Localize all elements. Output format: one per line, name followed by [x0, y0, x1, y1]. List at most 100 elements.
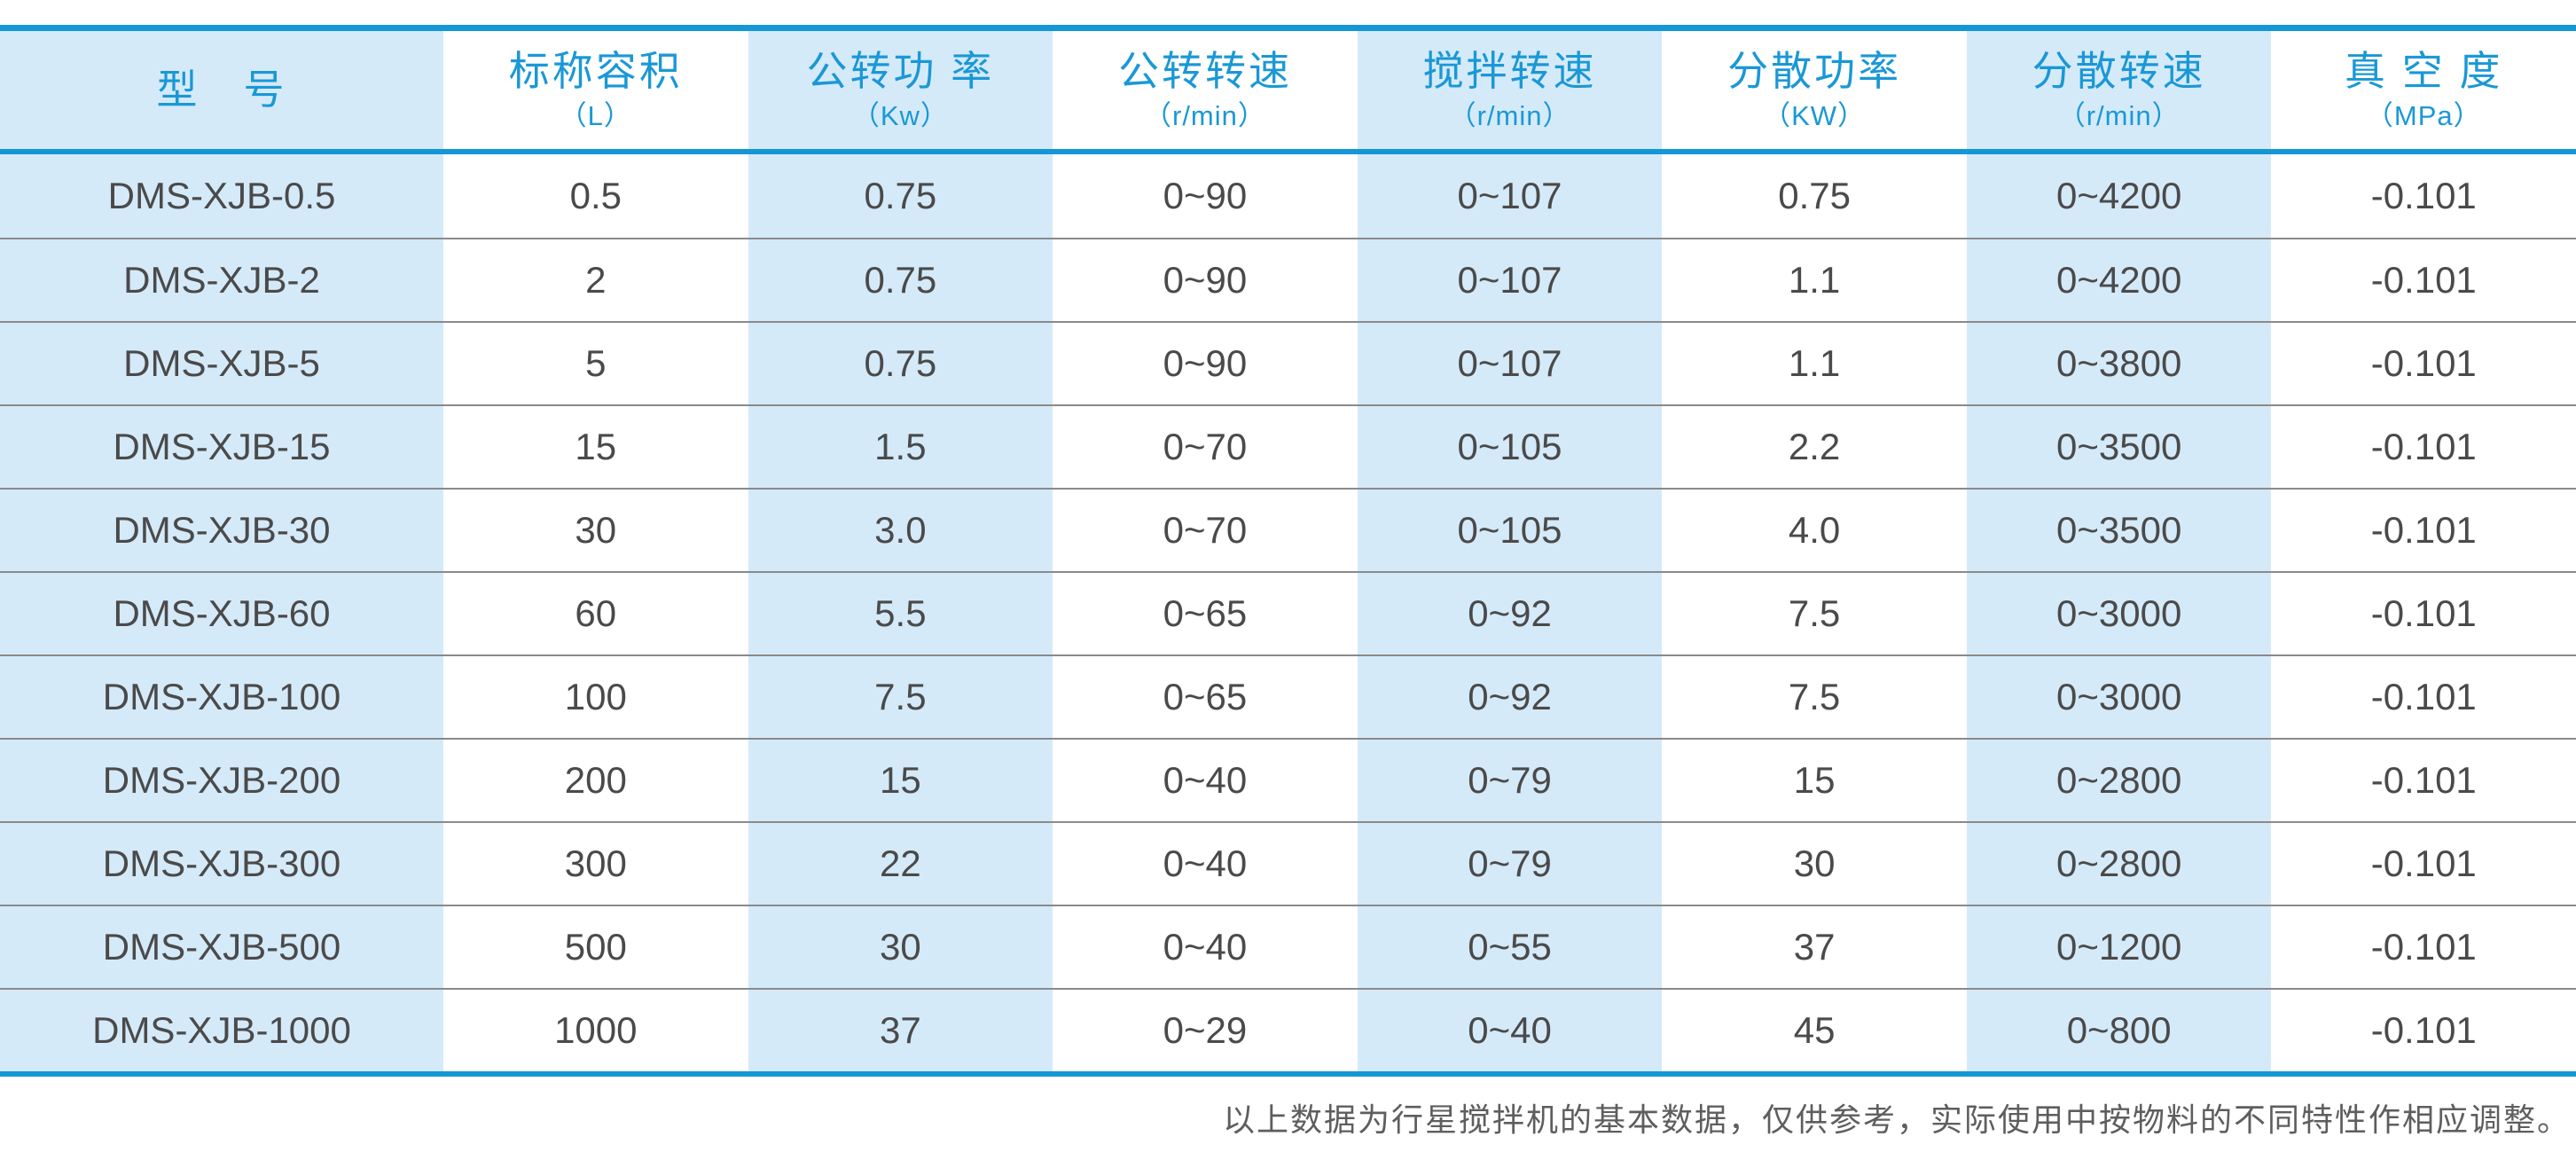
value-cell: 0~65 [1163, 676, 1248, 717]
value-cell: 30 [1793, 842, 1836, 884]
value-cell: 7.5 [748, 656, 1053, 738]
table-row: DMS-XJB-5 5 0.75 0~90 0~107 1.1 0~3800 -0.101 [0, 321, 2576, 404]
value-cell: 0~90 [1163, 342, 1248, 384]
header-title: 公转转速 [1117, 48, 1292, 95]
value-cell: 0~79 [1357, 823, 1663, 905]
value-cell: 5 [585, 342, 607, 384]
value-cell: 0~3500 [1966, 490, 2272, 571]
model-cell: DMS-XJB-30 [0, 490, 443, 571]
value-cell: 0~3000 [1966, 656, 2272, 738]
value-cell: 0~105 [1357, 406, 1663, 488]
value-cell: 22 [748, 823, 1053, 905]
value-cell: 37 [1793, 926, 1836, 968]
value-cell: 45 [1793, 1009, 1836, 1051]
value-cell: -0.101 [2370, 926, 2477, 968]
model-cell: DMS-XJB-0.5 [0, 154, 443, 238]
value-cell: 0~107 [1357, 154, 1663, 238]
model-cell: DMS-XJB-1000 [0, 990, 443, 1071]
value-cell: 2 [585, 259, 607, 301]
table-row: DMS-XJB-60 60 5.5 0~65 0~92 7.5 0~3000 -0.101 [0, 571, 2576, 654]
table-row: DMS-XJB-0.5 0.5 0.75 0~90 0~107 0.75 0~4200 -0.… [0, 154, 2576, 238]
header-unit: （r/min） [2057, 99, 2181, 131]
table-row: DMS-XJB-2 2 0.75 0~90 0~107 1.1 0~4200 -0.101 [0, 238, 2576, 321]
value-cell: 7.5 [1788, 592, 1841, 634]
value-cell: 0~2800 [1966, 823, 2272, 905]
value-cell: 100 [564, 676, 627, 717]
model-cell: DMS-XJB-2 [0, 239, 443, 321]
value-cell: 0~40 [1163, 926, 1248, 968]
value-cell: 0~90 [1163, 175, 1248, 216]
header-title: 型 号 [156, 67, 287, 114]
model-cell: DMS-XJB-300 [0, 823, 443, 905]
value-cell: -0.101 [2370, 259, 2477, 301]
table-row: DMS-XJB-15 15 1.5 0~70 0~105 2.2 0~3500 -0.101 [0, 404, 2576, 488]
top-margin [0, 0, 2576, 25]
value-cell: 1.1 [1788, 259, 1841, 301]
value-cell: 0~107 [1357, 323, 1663, 404]
table-header-row: 型 号 标称容积 （L） 公转功 率 （Kw） 公转转速 （r/min） 搅拌转… [0, 31, 2576, 149]
model-cell: DMS-XJB-15 [0, 406, 443, 488]
footnote-text: 以上数据为行星搅拌机的基本数据，仅供参考，实际使用中按物料的不同特性作相应调整。 [1222, 1102, 2571, 1139]
value-cell: 1.1 [1788, 342, 1841, 384]
header-title: 分散功率 [1727, 48, 1902, 95]
value-cell: 0.75 [748, 323, 1053, 404]
value-cell: 300 [564, 842, 627, 884]
value-cell: 0~70 [1163, 509, 1248, 551]
header-cell-stir-speed: 搅拌转速 （r/min） [1357, 31, 1663, 149]
header-cell-dispersion-power: 分散功率 （KW） [1662, 31, 1967, 149]
header-cell-vacuum-degree: 真 空 度 （MPa） [2271, 31, 2576, 149]
value-cell: 1000 [554, 1009, 638, 1051]
header-unit: （r/min） [1144, 99, 1266, 131]
header-unit: （r/min） [1448, 99, 1571, 131]
table-header-bottom-rule [0, 149, 2576, 154]
header-cell-revolution-speed: 公转转速 （r/min） [1053, 31, 1358, 149]
value-cell: 0~4200 [1966, 239, 2272, 321]
table-row: DMS-XJB-30 30 3.0 0~70 0~105 4.0 0~3500 -0.101 [0, 488, 2576, 571]
value-cell: 0~79 [1357, 740, 1663, 821]
value-cell: 0~65 [1163, 592, 1248, 634]
model-cell: DMS-XJB-200 [0, 740, 443, 821]
header-cell-model: 型 号 [0, 31, 443, 149]
value-cell: 0~2800 [1966, 740, 2272, 821]
header-unit: （Kw） [851, 99, 949, 131]
header-title: 分散转速 [2032, 48, 2206, 95]
value-cell: 30 [575, 509, 617, 551]
value-cell: 0~40 [1163, 759, 1248, 801]
value-cell: 0.75 [1778, 175, 1851, 216]
value-cell: 2.2 [1788, 426, 1841, 467]
header-title: 公转功 率 [806, 48, 995, 95]
model-cell: DMS-XJB-100 [0, 656, 443, 738]
model-cell: DMS-XJB-60 [0, 573, 443, 654]
value-cell: -0.101 [2370, 1009, 2477, 1051]
table-top-rule [0, 25, 2576, 31]
header-title: 标称容积 [508, 48, 683, 95]
table-body: DMS-XJB-0.5 0.5 0.75 0~90 0~107 0.75 0~4200 -0.… [0, 154, 2576, 1071]
header-unit: （KW） [1763, 99, 1867, 131]
value-cell: 0~3000 [1966, 573, 2272, 654]
header-title: 真 空 度 [2344, 48, 2503, 95]
header-title: 搅拌转速 [1422, 48, 1597, 95]
value-cell: -0.101 [2370, 842, 2477, 884]
table-row: DMS-XJB-500 500 30 0~40 0~55 37 0~1200 -0.101 [0, 905, 2576, 988]
value-cell: 0~40 [1357, 990, 1663, 1071]
value-cell: -0.101 [2370, 426, 2477, 467]
value-cell: 0~29 [1163, 1009, 1248, 1051]
table-bottom-rule [0, 1071, 2576, 1077]
value-cell: -0.101 [2370, 592, 2477, 634]
value-cell: 7.5 [1788, 676, 1841, 717]
value-cell: -0.101 [2370, 175, 2477, 216]
value-cell: 15 [1793, 759, 1836, 801]
value-cell: 500 [564, 926, 627, 968]
value-cell: 0.75 [748, 239, 1053, 321]
value-cell: 0~3800 [1966, 323, 2272, 404]
header-cell-dispersion-speed: 分散转速 （r/min） [1966, 31, 2272, 149]
table-row: DMS-XJB-1000 1000 37 0~29 0~40 45 0~800 -0.101 [0, 988, 2576, 1071]
model-cell: DMS-XJB-5 [0, 323, 443, 404]
header-cell-revolution-power: 公转功 率 （Kw） [748, 31, 1053, 149]
model-cell: DMS-XJB-500 [0, 906, 443, 988]
value-cell: 37 [748, 990, 1053, 1071]
value-cell: 0~105 [1357, 490, 1663, 571]
value-cell: 15 [748, 740, 1053, 821]
value-cell: 15 [575, 426, 617, 467]
